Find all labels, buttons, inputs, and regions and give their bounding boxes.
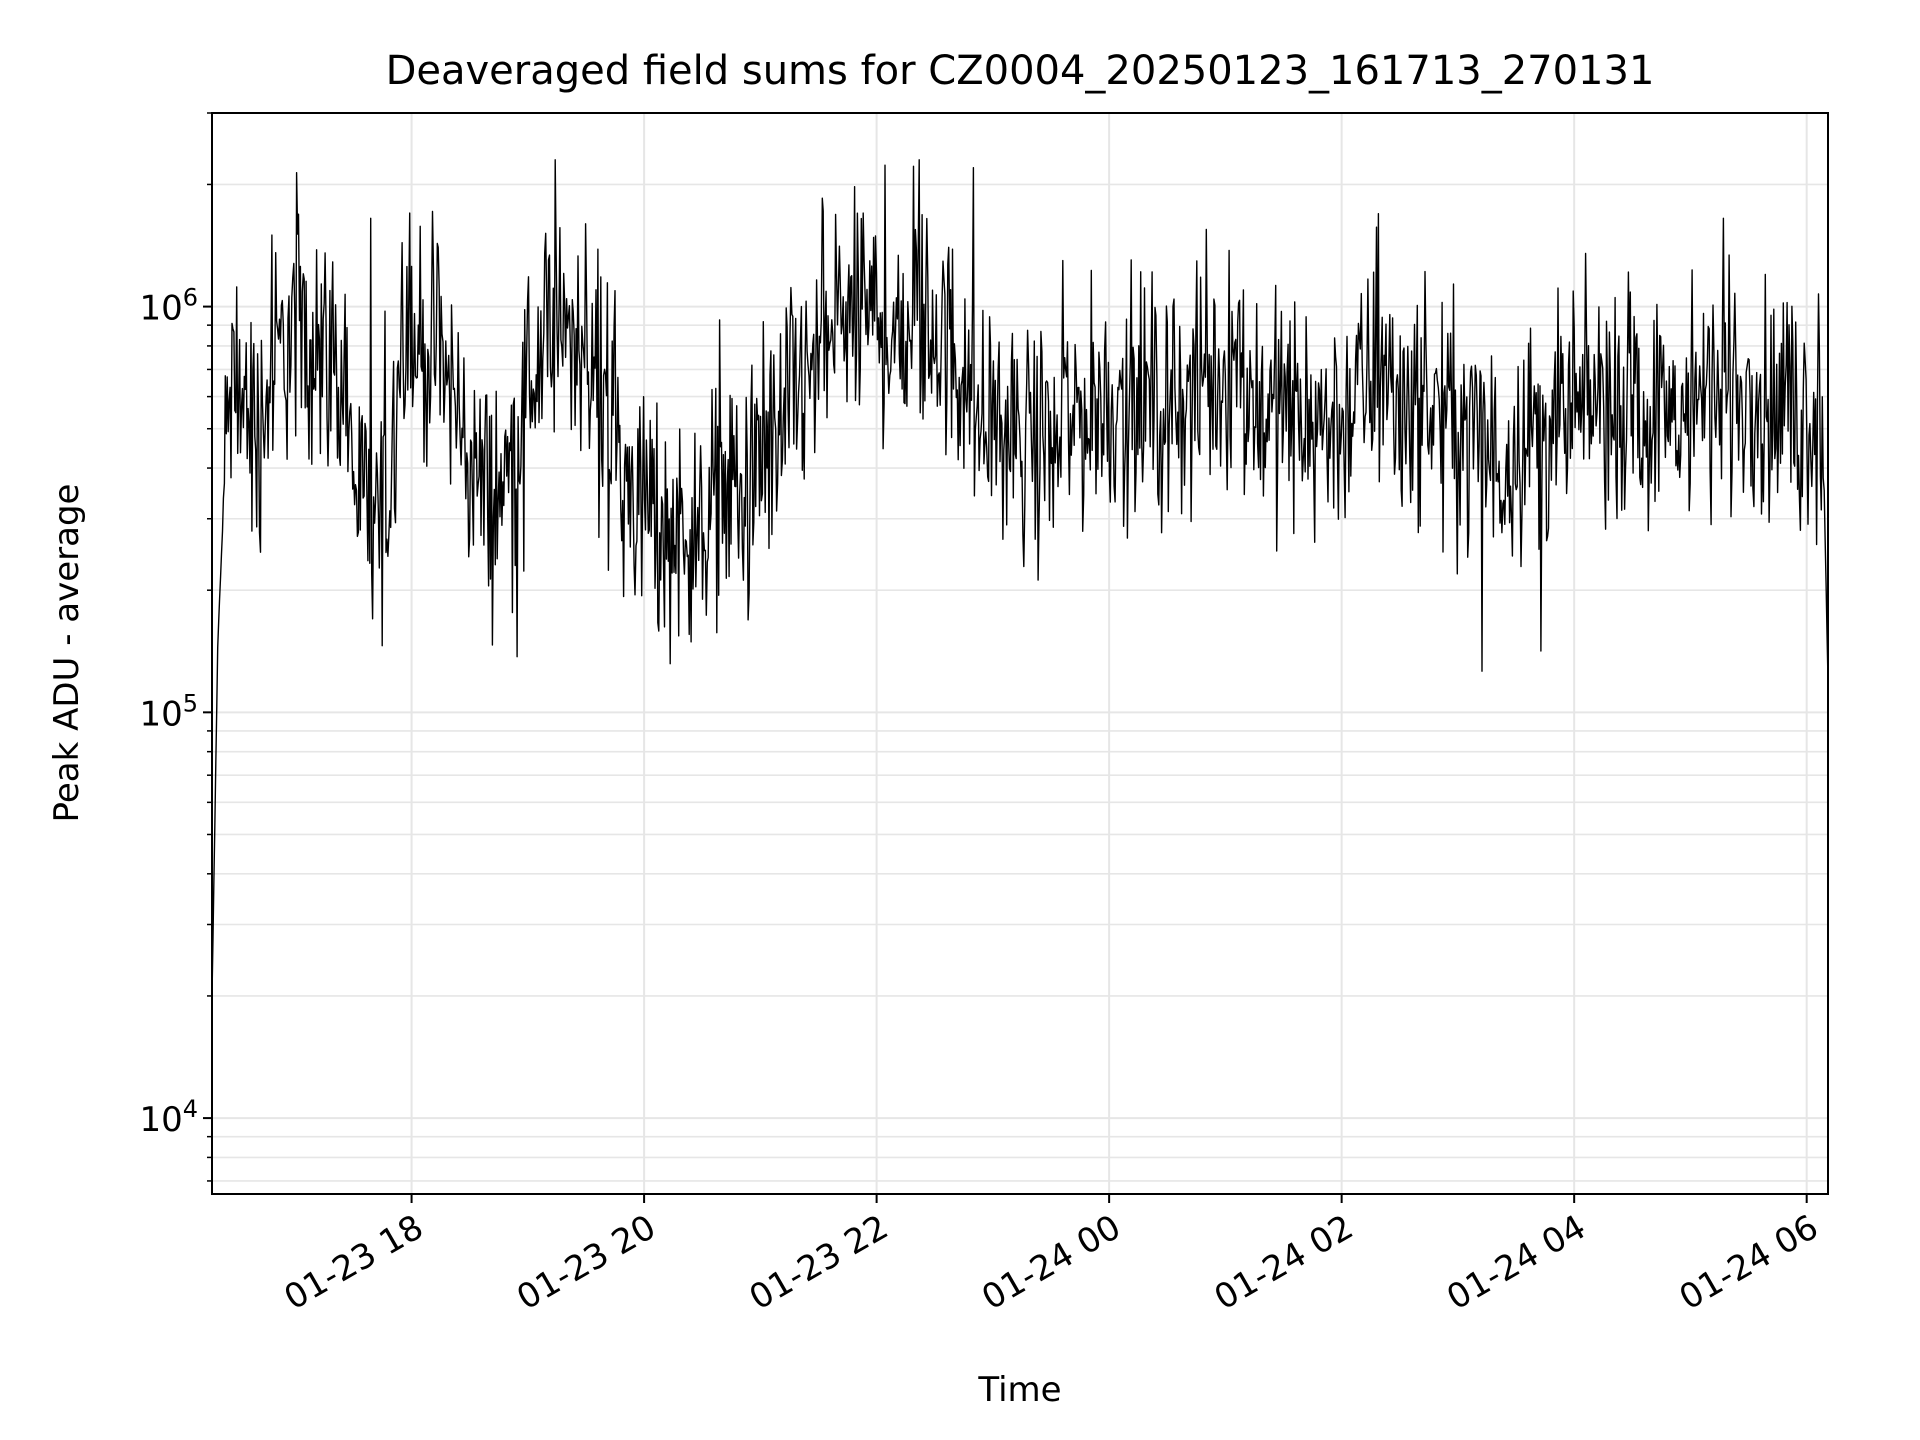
x-tick-label: 01-24 04 <box>1440 1207 1592 1318</box>
series-line <box>211 159 1829 996</box>
x-tick-label: 01-24 06 <box>1673 1207 1825 1318</box>
x-tick-label: 01-24 00 <box>975 1207 1127 1318</box>
chart-title: Deaveraged field sums for CZ0004_2025012… <box>386 48 1655 94</box>
x-axis-label: Time <box>977 1370 1061 1410</box>
x-tick-label: 01-23 18 <box>278 1207 430 1318</box>
y-tick-label: 105 <box>139 689 198 734</box>
y-axis-ticks: 104 105 106 <box>139 112 212 1182</box>
y-tick-label: 106 <box>139 284 198 329</box>
series-line-layer <box>211 159 1829 996</box>
y-tick-label: 104 <box>139 1095 198 1140</box>
plot-area-frame <box>211 112 1829 1195</box>
x-tick-label: 01-23 22 <box>743 1207 895 1318</box>
x-tick-label: 01-23 20 <box>510 1207 662 1318</box>
x-axis-ticks: 01-23 18 01-23 20 01-23 22 01-24 00 01-24 02… <box>278 1194 1825 1318</box>
y-axis-label: Peak ADU - average <box>47 484 87 823</box>
x-tick-label: 01-24 02 <box>1208 1207 1360 1318</box>
